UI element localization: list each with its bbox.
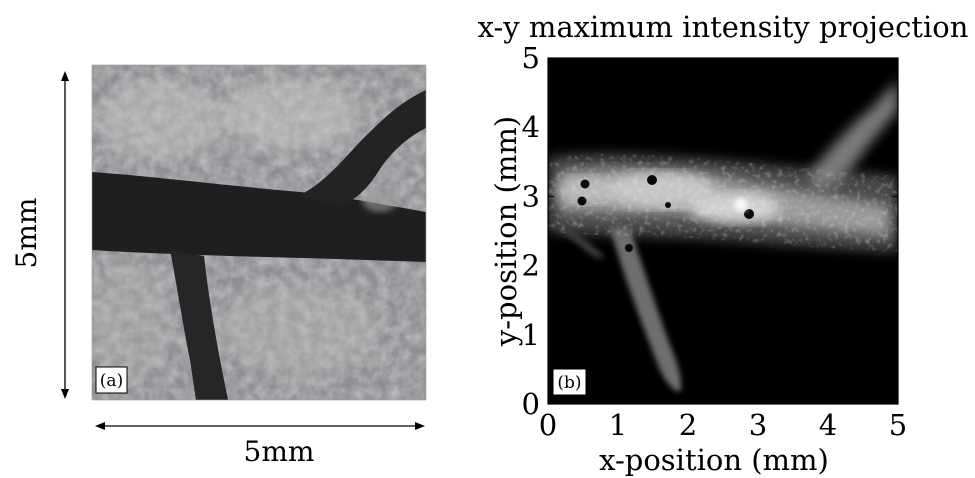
panel-b-tag-box xyxy=(552,368,587,396)
panel-a-photo xyxy=(92,65,426,400)
x-tick-label: 2 xyxy=(679,408,697,442)
vertical-scale-label: 5mm xyxy=(10,198,43,269)
x-tick-label: 5 xyxy=(889,408,907,442)
panel-a-tag-box xyxy=(95,366,128,394)
panel-a-vessel xyxy=(92,90,426,400)
x-tick-label: 1 xyxy=(609,408,627,442)
y-tick-label: 2 xyxy=(522,249,540,283)
x-tick-label: 0 xyxy=(539,408,557,442)
panel-b-tag: (b) xyxy=(557,373,581,393)
x-tick-label: 3 xyxy=(749,408,767,442)
vertical-scale-arrow xyxy=(61,71,69,399)
heatmap-image xyxy=(548,58,898,404)
y-tick-label: 0 xyxy=(522,387,540,421)
x-tick-label: 4 xyxy=(819,408,837,442)
y-tick-label: 5 xyxy=(522,41,540,75)
heatmap-artifacts xyxy=(577,175,754,252)
y-tick-label: 3 xyxy=(522,179,540,213)
y-tick-label: 4 xyxy=(522,110,540,144)
y-axis-ticks: 0 1 2 3 4 5 xyxy=(522,41,898,421)
panel-a-tag: (a) xyxy=(100,371,123,391)
horizontal-scale-label: 5mm xyxy=(244,435,315,468)
y-axis-label: y-position (mm) xyxy=(489,116,523,347)
chart-title: x-y maximum intensity projection xyxy=(478,10,969,44)
y-tick-label: 1 xyxy=(522,318,540,352)
x-axis-label: x-position (mm) xyxy=(599,443,829,477)
horizontal-scale-arrow xyxy=(95,422,425,430)
x-axis-ticks: 0 1 2 3 4 5 xyxy=(539,58,907,442)
plot-frame xyxy=(547,57,899,405)
